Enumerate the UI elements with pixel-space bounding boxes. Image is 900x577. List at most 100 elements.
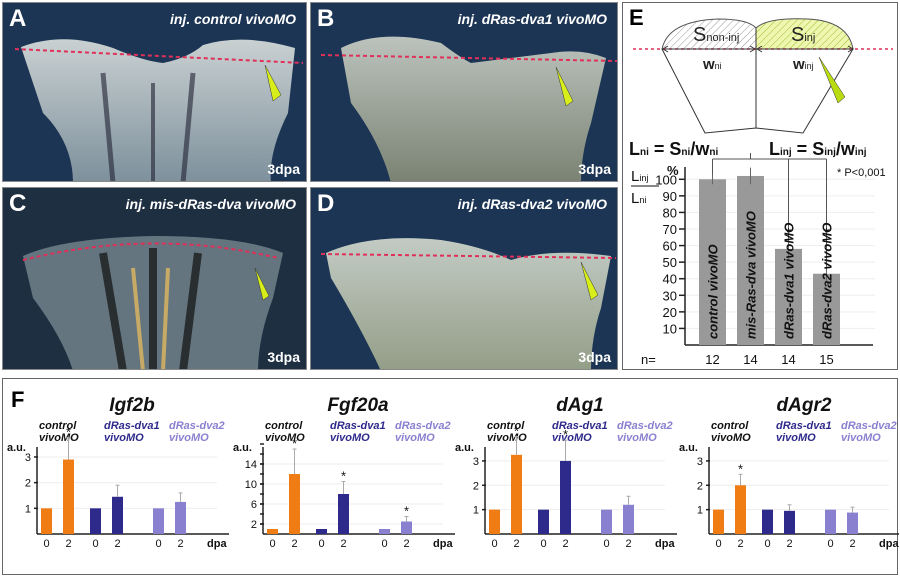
bar-label: mis-Ras-dva vivoMO [744,211,759,339]
y-tick-label: 1 [25,503,31,515]
panel-e: E Snon-inj Sinj wni winj Lni = Sni/wni L… [622,2,898,370]
bar [379,529,390,534]
bar [601,509,612,534]
legend-label: dRas-dva1 [552,420,608,432]
chart-title: Igf2b [109,395,155,416]
chart-title: dAg1 [556,395,604,416]
legend-label: vivoMO [39,432,79,444]
significance-star: * [292,436,297,451]
x-tick-label: 0 [715,538,721,550]
fin-image-c [22,236,283,369]
x-tick-label: 0 [540,538,546,550]
x-tick-label: 0 [43,538,49,550]
legend-label: vivoMO [395,432,435,444]
legend-label: dRas-dva1 [330,420,386,432]
y-tick-label: 1 [473,505,479,517]
x-tick-label: 0 [269,538,275,550]
bar [538,509,549,534]
fin-image-b [320,36,617,181]
legend-label: control [487,420,525,432]
x-tick-label: 0 [155,538,161,550]
panel-caption: inj. dRas-dva1 vivoMO [457,11,607,27]
y-axis-label: a.u. [679,442,698,454]
panel-letter: C [9,190,27,217]
injured-area [755,18,854,50]
x-tick-label: 2 [403,538,409,550]
x-tick-label: 2 [177,538,183,550]
x-tick-label: 2 [625,538,631,550]
x-tick-label: 0 [92,538,98,550]
bar [316,529,327,534]
bar [63,459,74,534]
legend-label: vivoMO [265,432,305,444]
x-tick-label: 2 [737,538,743,550]
photo-panel-a: A inj. control vivoMO 3dpa [2,2,307,182]
legend-label: vivoMO [776,432,816,444]
s-inj-label: Sinj [791,24,815,46]
bar [90,508,101,534]
legend-label: control [711,420,749,432]
chart-title: dAgr2 [777,395,832,416]
bar [713,509,724,534]
significance-star: * [404,504,409,519]
significance-note: * P<0,001 [837,167,886,179]
bar [623,504,634,534]
w-ni-label: wni [702,56,722,73]
significance-star: * [514,424,519,439]
legend-label: vivoMO [552,432,592,444]
x-tick-label: 2 [849,538,855,550]
y-tick-label: 3 [473,456,479,468]
y-tick-label: 70 [663,222,677,237]
bar [699,179,726,345]
y-tick-label: 100 [655,172,677,187]
legend-label: dRas-dva2 [169,420,225,432]
stage-label: 3dpa [267,349,300,365]
panel-f: F Igf2b control vivoMO dRas-dva1 vivoMO dRas-… [2,378,899,575]
y-tick-label: 2 [251,519,257,531]
x-unit-label: dpa [655,538,675,550]
significance-star: * [66,425,71,440]
legend-label: dRas-dva1 [104,420,160,432]
y-tick-label: 2 [473,480,479,492]
photo-panel-c: C inj. mis-dRas-dva vivoMO 3dpa [2,187,307,370]
panel-letter: E [629,5,644,30]
panel-letter: A [9,5,27,32]
y-tick-label: 10 [663,321,677,336]
legend-label: dRas-dva1 [776,420,832,432]
fin-image-a [14,39,304,181]
formula-left: Lni = Sni/wni [629,139,718,159]
y-tick-label: 2 [25,478,31,490]
y-tick-label: 1 [697,505,703,517]
bar [735,485,746,534]
stage-label: 3dpa [267,161,300,177]
expression-charts: Igf2bcontrolvivoMOdRas-dva1vivoMOdRas-dv… [7,395,899,550]
y-tick-label: 80 [663,205,677,220]
x-tick-label: 2 [513,538,519,550]
y-tick-label: 10 [245,479,257,491]
measurement-diagram: Snon-inj Sinj wni winj Lni = Sni/wni Lin… [629,18,893,159]
bar [289,474,300,534]
stage-label: 3dpa [578,161,611,177]
significance-star: * [786,225,791,240]
bar-label: dRas-dva1 vivoMO [782,223,797,339]
bar [112,496,123,534]
y-tick-label: 90 [663,189,677,204]
x-tick-label: 2 [562,538,568,550]
significance-star: * [738,461,743,476]
x-unit-label: dpa [879,538,899,550]
y-tick-label: 50 [663,255,677,270]
y-axis-label: a.u. [233,442,252,454]
bar [737,175,764,345]
bar [560,460,571,534]
photo-panel-b: B inj. dRas-dva1 vivoMO 3dpa [310,2,618,182]
x-tick-label: 0 [491,538,497,550]
bar [813,273,840,345]
s-noninj-label: Snon-inj [693,24,739,46]
y-tick-label: 3 [25,452,31,464]
bar [175,501,186,534]
legend-label: control [265,420,303,432]
legend-label: dRas-dva2 [395,420,451,432]
y-tick-label: 6 [251,499,257,511]
legend-label: dRas-dva2 [841,420,897,432]
significance-star: * [341,469,346,484]
